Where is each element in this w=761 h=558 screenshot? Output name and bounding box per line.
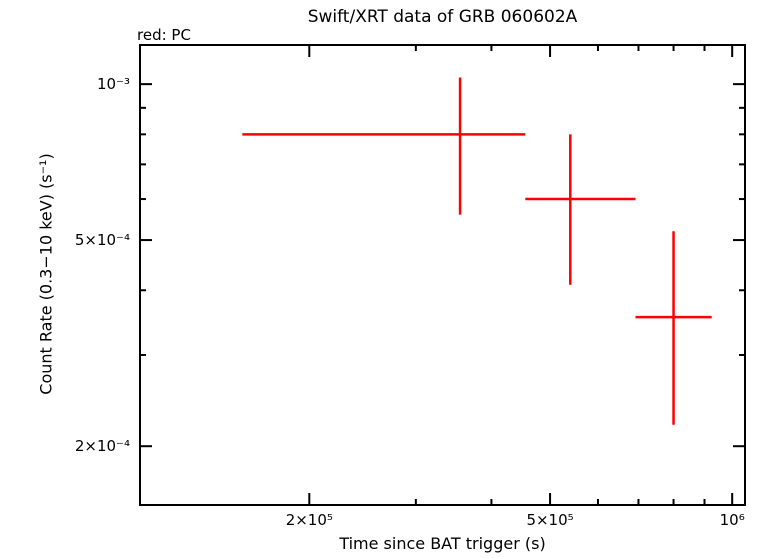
y-axis-title: Count Rate (0.3−10 keV) (s⁻¹) bbox=[36, 153, 56, 395]
legend-label: red: PC bbox=[137, 26, 191, 44]
x-axis-title: Time since BAT trigger (s) bbox=[339, 534, 546, 553]
chart-title: Swift/XRT data of GRB 060602A bbox=[307, 7, 578, 27]
plot-frame bbox=[139, 44, 746, 506]
